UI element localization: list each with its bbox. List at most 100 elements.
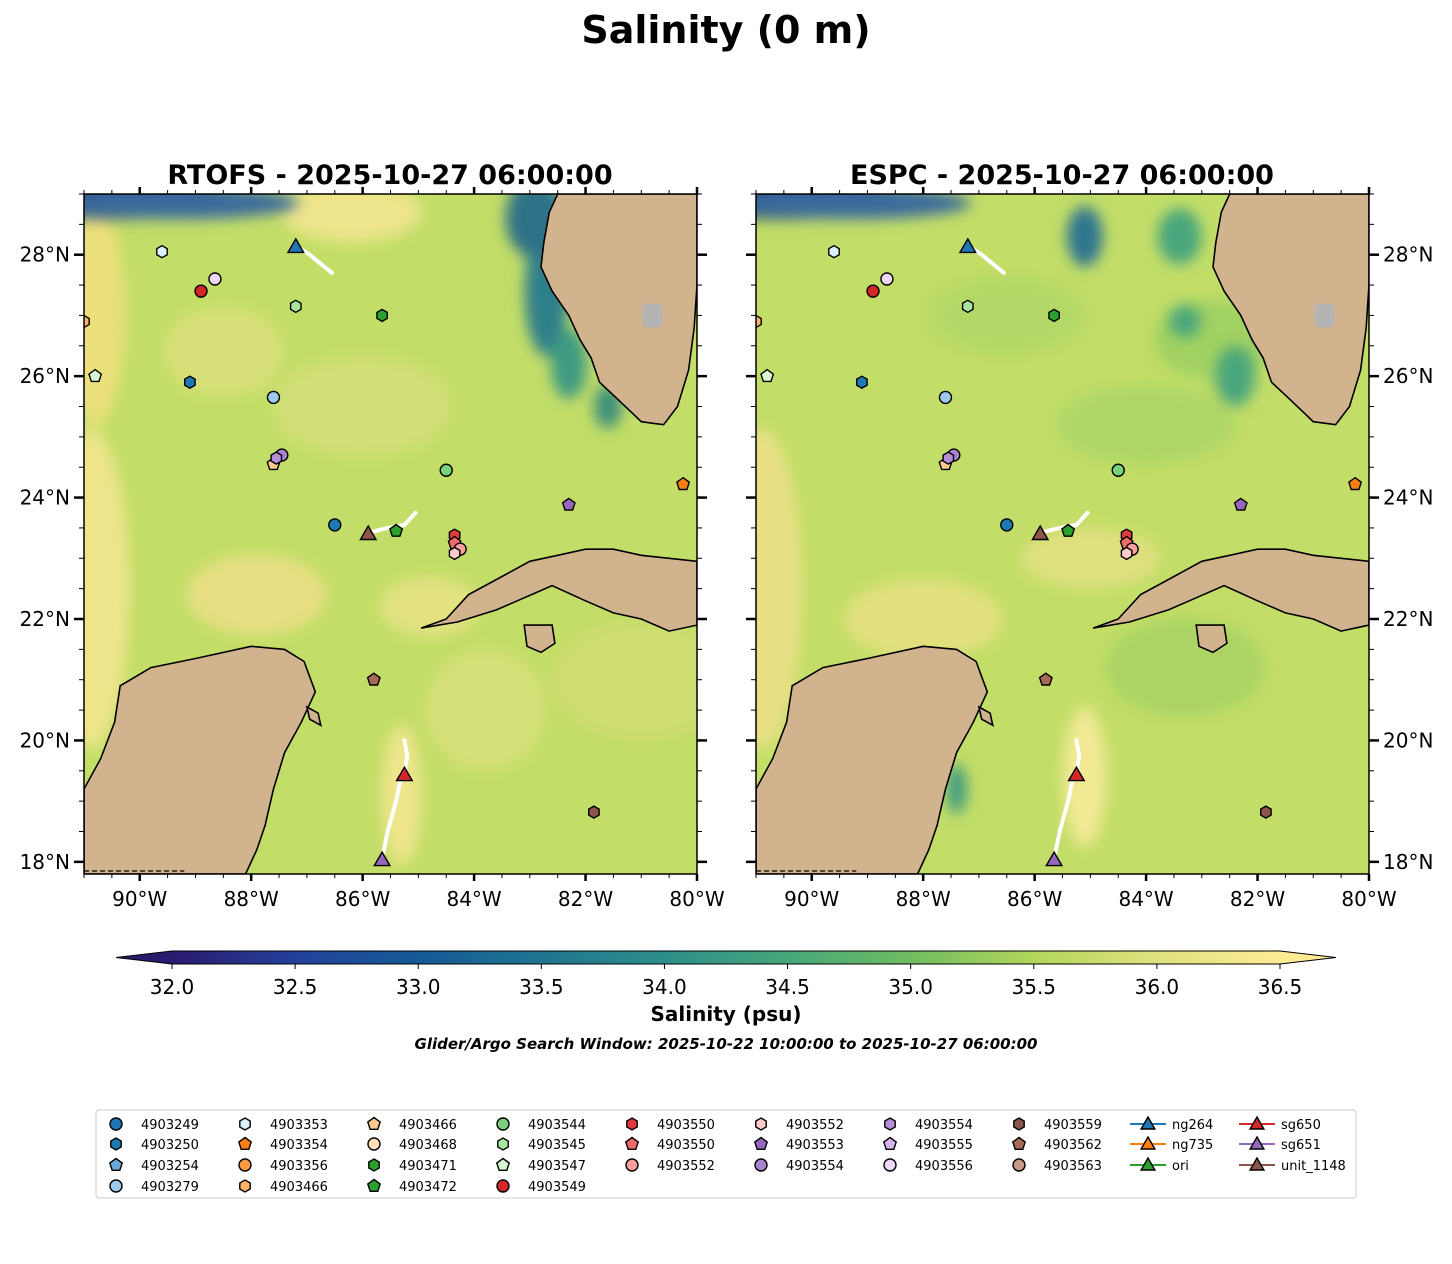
marker-4903466 — [84, 314, 90, 329]
legend-label: 4903552 — [786, 1118, 844, 1133]
legend-label: 4903468 — [399, 1138, 457, 1153]
lake-okeechobee — [642, 303, 663, 328]
lat-tick-label: 28°N — [20, 243, 70, 267]
colorbar-tick-label: 34.5 — [765, 975, 810, 999]
legend-label: 4903354 — [270, 1138, 328, 1153]
lat-tick-label: 26°N — [1383, 364, 1433, 388]
lon-tick-label: 82°W — [1230, 887, 1285, 911]
marker-4903556 — [880, 272, 894, 286]
legend-marker-4903552 — [625, 1158, 639, 1172]
lat-tick-label: 22°N — [1383, 607, 1433, 631]
marker-4903554 — [270, 451, 283, 465]
figure-title: Salinity (0 m) — [581, 8, 870, 52]
legend-glider-sg650 — [1248, 1115, 1266, 1130]
legend-label: 4903554 — [786, 1159, 844, 1174]
marker-4903250 — [183, 375, 196, 390]
legend-label: 4903556 — [915, 1159, 973, 1174]
legend-label: 4903552 — [657, 1159, 715, 1174]
legend-marker-4903353 — [239, 1117, 251, 1131]
legend-label: 4903555 — [915, 1138, 973, 1153]
legend-marker-4903552 — [755, 1117, 767, 1131]
marker-4903559 — [1259, 805, 1272, 819]
glider-unit_1148 — [1031, 524, 1050, 541]
marker-4903471 — [1048, 308, 1061, 323]
legend-label: 4903472 — [399, 1180, 457, 1195]
glider-sg651 — [373, 850, 392, 867]
legend-label: 4903550 — [657, 1118, 715, 1133]
legend-marker-4903547 — [495, 1157, 511, 1172]
lat-tick-label: 20°N — [20, 728, 70, 752]
legend-marker-4903559 — [1013, 1117, 1025, 1131]
landmass-cozumel — [305, 705, 322, 727]
legend-marker-4903554 — [754, 1158, 768, 1172]
legend-marker-4903549 — [496, 1179, 510, 1193]
legend-label: 4903544 — [528, 1118, 586, 1133]
legend-label: sg650 — [1281, 1118, 1321, 1133]
landmass-cozumel — [977, 705, 994, 727]
axes-rtofs: 90°W 88°W 86°W 84°W 82°W 80°W 18°N 20°N 22°N 24°N… — [20, 187, 725, 911]
legend-glider-ori — [1139, 1156, 1157, 1171]
lat-tick-label: 26°N — [20, 364, 70, 388]
legend-marker-4903472 — [366, 1178, 382, 1193]
landmass-cuba — [420, 548, 697, 632]
legend-marker-4903554 — [884, 1117, 896, 1131]
marker-4903554 — [942, 451, 955, 465]
colorbar-body — [172, 951, 1280, 964]
panel-title-rtofs: RTOFS - 2025-10-27 06:00:00 — [167, 160, 612, 191]
lon-tick-label: 82°W — [558, 887, 613, 911]
landmass-yucatan — [84, 645, 317, 874]
legend-label: 4903549 — [528, 1180, 586, 1195]
legend-label: ng735 — [1172, 1138, 1213, 1153]
colorbar-extend-high — [1280, 951, 1336, 964]
marker-4903250 — [856, 375, 868, 390]
legend-label: 4903279 — [141, 1180, 199, 1195]
lon-tick-label: 84°W — [446, 887, 501, 911]
track-sg651 — [380, 771, 404, 861]
landmass-juventud — [523, 624, 556, 654]
marker-4903549 — [866, 284, 880, 298]
marker-4903279 — [266, 390, 281, 405]
lon-tick-label: 86°W — [335, 887, 390, 911]
marker-4903472 — [1061, 523, 1076, 537]
land-rtofs — [84, 194, 697, 874]
map-panel-rtofs: 90°W 88°W 86°W 84°W 82°W 80°W 18°N 20°N 22°N 24°N… — [20, 187, 725, 911]
salinity-eddies-rtofs — [84, 194, 697, 866]
lon-tick-label: 80°W — [1341, 887, 1396, 911]
track-sg651 — [1052, 771, 1076, 861]
legend-label: 4903250 — [141, 1138, 199, 1153]
legend-glider-ng264 — [1139, 1115, 1157, 1130]
marker-4903249 — [328, 518, 342, 532]
marker-4903556 — [208, 272, 222, 286]
search-window-note: Glider/Argo Search Window: 2025-10-22 10… — [415, 1035, 1038, 1053]
legend-label: 4903249 — [141, 1118, 199, 1133]
legend-marker-4903562 — [1011, 1136, 1027, 1151]
marker-4903353 — [156, 244, 168, 259]
marker-4903549 — [194, 284, 208, 298]
land-espc — [756, 194, 1369, 874]
marker-4903471 — [376, 308, 388, 323]
marker-4903354 — [676, 476, 691, 491]
colorbar-label: Salinity (psu) — [650, 1002, 801, 1026]
marker-4903353 — [828, 244, 840, 259]
lat-tick-label: 20°N — [1383, 728, 1433, 752]
legend-label: 4903559 — [1044, 1118, 1102, 1133]
glider-sg650 — [395, 765, 414, 782]
colorbar-tick-label: 33.5 — [519, 975, 564, 999]
colorbar-tick-label: 33.0 — [396, 975, 441, 999]
legend-label: 4903471 — [399, 1159, 457, 1174]
colorbar: 32.0 32.5 33.0 33.5 34.0 34.5 35.0 35.5 36.0 36.5… — [115, 950, 1337, 1026]
glider-ng264 — [286, 237, 305, 254]
legend-label: sg651 — [1281, 1138, 1321, 1153]
glider-sg651 — [1045, 850, 1064, 867]
legend-marker-4903356 — [238, 1158, 252, 1172]
colorbar-tick-label: 32.0 — [150, 975, 195, 999]
lon-tick-label: 88°W — [224, 887, 279, 911]
colorbar-tick-label: 35.5 — [1012, 975, 1057, 999]
legend-marker-4903471 — [368, 1158, 380, 1172]
lon-tick-label: 84°W — [1118, 887, 1173, 911]
marker-4903552 — [1120, 546, 1133, 561]
marker-4903354 — [1348, 476, 1363, 491]
lon-tick-label: 90°W — [112, 887, 167, 911]
legend-label: 4903356 — [270, 1159, 328, 1174]
legend-label: ori — [1172, 1159, 1189, 1174]
